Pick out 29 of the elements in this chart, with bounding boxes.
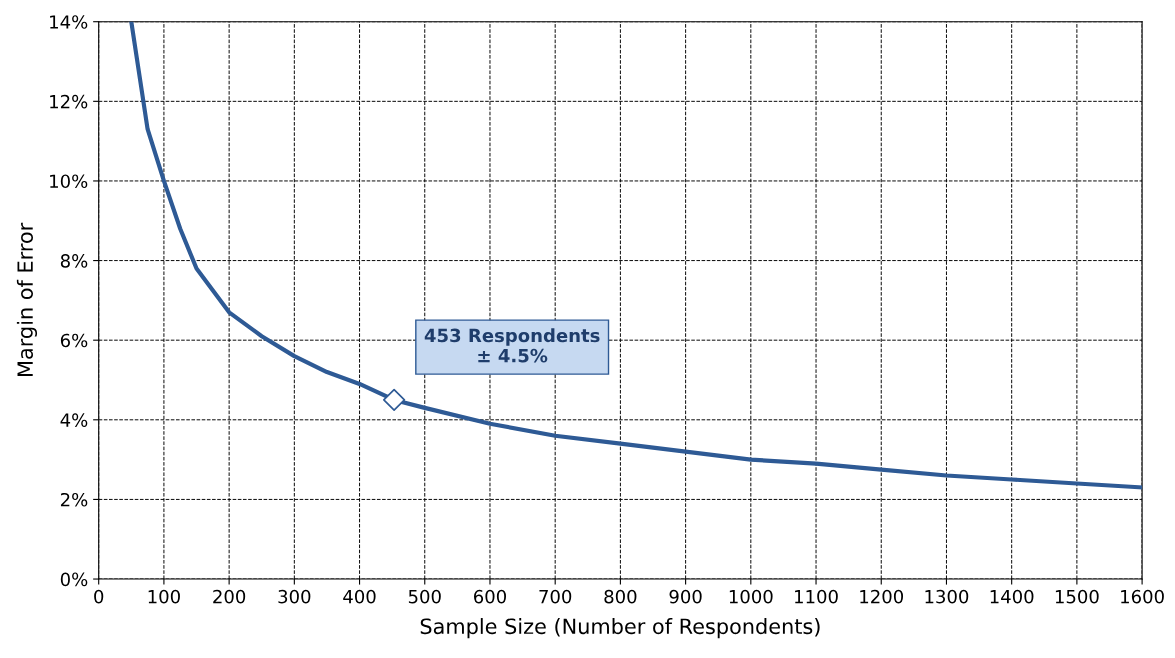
- y-tick-label: 2%: [60, 492, 88, 507]
- x-axis-title: Sample Size (Number of Respondents): [420, 618, 820, 639]
- x-tick-label: 1400: [990, 589, 1034, 604]
- x-tick-label: 300: [278, 589, 311, 604]
- y-tick-label: 6%: [60, 333, 88, 348]
- x-tick-label: 100: [148, 589, 180, 604]
- annotation: 453 Respondents ± 4.5%: [424, 328, 600, 363]
- x-tick-label: 400: [343, 589, 376, 604]
- x-tick-label: 500: [408, 589, 441, 604]
- y-tick-label: 0%: [60, 572, 88, 587]
- x-tick-label: 700: [539, 589, 572, 604]
- y-tick-label: 12%: [50, 94, 88, 109]
- x-tick-label: 600: [474, 589, 507, 604]
- x-tick-label: 1600: [1121, 589, 1164, 604]
- y-tick-label: 14%: [50, 15, 88, 29]
- x-tick-label: 1100: [795, 589, 838, 604]
- x-tick-label: 800: [604, 589, 637, 604]
- y-tick-label: 10%: [50, 174, 88, 189]
- y-axis-title: Margin of Error: [16, 222, 38, 376]
- x-tick-label: 900: [669, 589, 702, 604]
- line-series: [129, 21, 1143, 490]
- x-tick-label: 200: [213, 589, 246, 604]
- x-tick-label: 0: [94, 589, 104, 604]
- x-tick-label: 1300: [925, 589, 969, 604]
- y-tick-label: 8%: [60, 254, 88, 268]
- x-tick-label: 1500: [1055, 589, 1099, 604]
- x-tick-label: 1200: [860, 589, 904, 604]
- x-tick-label: 1000: [729, 589, 773, 604]
- y-tick-label: 4%: [60, 413, 88, 427]
